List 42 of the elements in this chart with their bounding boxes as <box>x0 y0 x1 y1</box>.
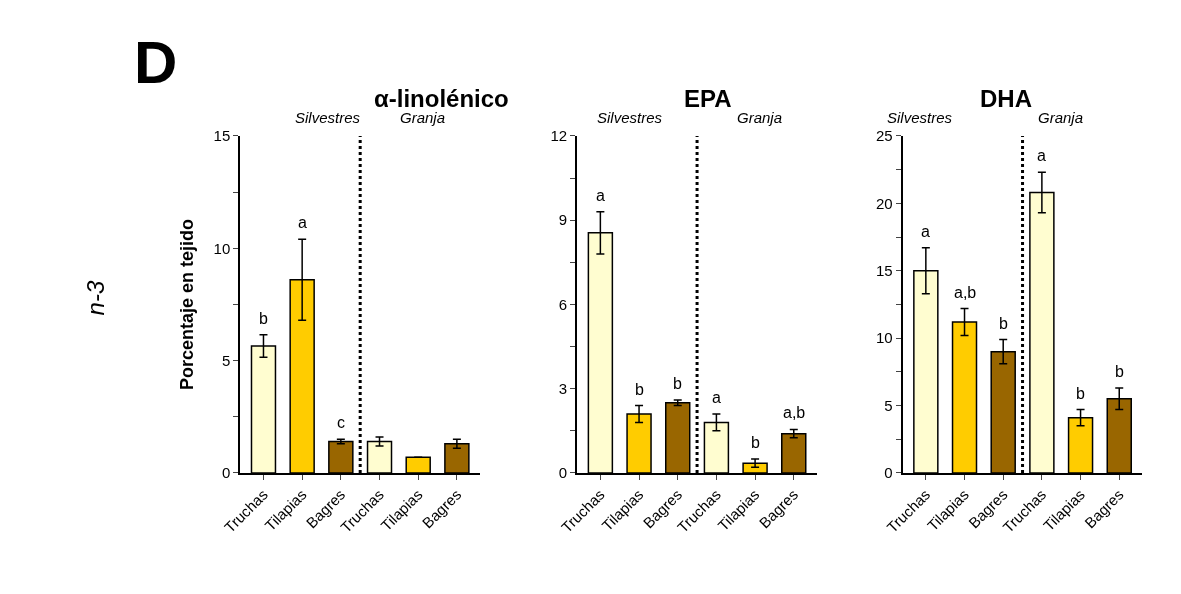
data-label: a <box>596 187 605 204</box>
data-label: a <box>921 223 930 240</box>
y-tick-label: 10 <box>213 239 231 257</box>
y-tick-label: 15 <box>213 127 231 145</box>
data-label: b <box>1115 363 1124 380</box>
y-tick-label: 20 <box>875 194 893 212</box>
y-tick-label: 25 <box>875 127 893 145</box>
y-tick-label: 3 <box>558 379 568 397</box>
text: Granja <box>1038 109 1084 126</box>
y-tick-label: 0 <box>221 464 231 482</box>
chart-title: α-linolénico <box>374 85 509 112</box>
y-axis-title: Porcentaje en tejido <box>177 218 198 390</box>
text: Granja <box>737 109 783 126</box>
data-label: b <box>1076 385 1085 402</box>
text: n-3 <box>82 280 110 316</box>
y-tick-label: 10 <box>875 329 893 347</box>
data-label: b <box>635 381 644 398</box>
data-label: a,b <box>783 404 806 421</box>
data-label: b <box>673 375 682 392</box>
y-tick-label: 15 <box>875 262 893 280</box>
text: Silvestres <box>597 109 663 126</box>
data-label: b <box>999 315 1008 332</box>
y-tick-label: 0 <box>558 464 568 482</box>
data-label: a <box>1037 147 1046 164</box>
data-label: a,b <box>954 284 977 301</box>
data-label: a <box>298 214 307 231</box>
chart-title: DHA <box>980 85 1032 112</box>
chart-title: EPA <box>684 85 732 112</box>
text: Silvestres <box>295 109 361 126</box>
text: Granja <box>400 109 446 126</box>
data-label: c <box>337 414 345 431</box>
y-tick-label: 5 <box>221 351 231 369</box>
data-label: b <box>751 434 760 451</box>
y-tick-label: 12 <box>550 127 568 145</box>
y-tick-label: 0 <box>884 464 893 482</box>
y-tick-label: 6 <box>558 295 568 313</box>
data-label: a <box>712 389 721 406</box>
text: D <box>134 29 178 96</box>
text: Silvestres <box>887 109 953 126</box>
y-tick-label: 5 <box>884 396 893 414</box>
data-label: b <box>259 310 268 327</box>
y-tick-label: 9 <box>558 211 568 229</box>
